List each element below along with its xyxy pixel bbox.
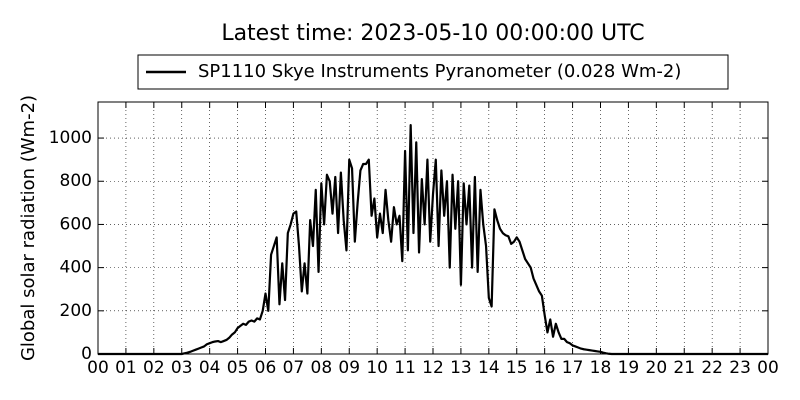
x-tick-label: 06 bbox=[255, 358, 277, 378]
x-tick-label: 19 bbox=[618, 358, 640, 378]
legend: SP1110 Skye Instruments Pyranometer (0.0… bbox=[137, 54, 729, 90]
chart-title: Latest time: 2023-05-10 00:00:00 UTC bbox=[221, 21, 644, 46]
x-tick-label: 20 bbox=[646, 358, 668, 378]
x-tick-label: 16 bbox=[534, 358, 556, 378]
x-tick-label: 22 bbox=[701, 358, 723, 378]
x-tick-label: 12 bbox=[422, 358, 444, 378]
x-tick-label: 02 bbox=[143, 358, 165, 378]
x-tick-label: 00 bbox=[87, 358, 109, 378]
x-tick-label: 07 bbox=[283, 358, 305, 378]
x-tick-label: 23 bbox=[729, 358, 751, 378]
x-tick-label: 09 bbox=[338, 358, 360, 378]
x-tick-label: 04 bbox=[199, 358, 221, 378]
x-tick-label: 21 bbox=[673, 358, 695, 378]
x-tick-label: 11 bbox=[394, 358, 416, 378]
legend-box bbox=[137, 54, 729, 90]
x-tick-label: 14 bbox=[478, 358, 500, 378]
y-tick-label: 400 bbox=[60, 258, 92, 278]
y-tick-label: 200 bbox=[60, 301, 92, 321]
x-tick-label: 10 bbox=[366, 358, 388, 378]
y-tick-label: 1000 bbox=[49, 128, 92, 148]
y-tick-label: 0 bbox=[81, 344, 92, 364]
x-tick-label: 08 bbox=[311, 358, 333, 378]
x-tick-label: 18 bbox=[590, 358, 612, 378]
plot-frame bbox=[97, 101, 769, 355]
x-tick-label: 13 bbox=[450, 358, 472, 378]
x-tick-label: 05 bbox=[227, 358, 249, 378]
x-tick-label: 00 bbox=[757, 358, 779, 378]
x-tick-label: 01 bbox=[115, 358, 137, 378]
x-tick-label: 15 bbox=[506, 358, 528, 378]
x-tick-label: 03 bbox=[171, 358, 193, 378]
x-tick-label: 17 bbox=[562, 358, 584, 378]
data-line bbox=[98, 124, 768, 356]
y-axis-label: Global solar radiation (Wm-2) bbox=[18, 95, 39, 361]
y-tick-label: 600 bbox=[60, 214, 92, 234]
legend-label: SP1110 Skye Instruments Pyranometer (0.0… bbox=[198, 61, 681, 82]
y-tick-label: 800 bbox=[60, 171, 92, 191]
